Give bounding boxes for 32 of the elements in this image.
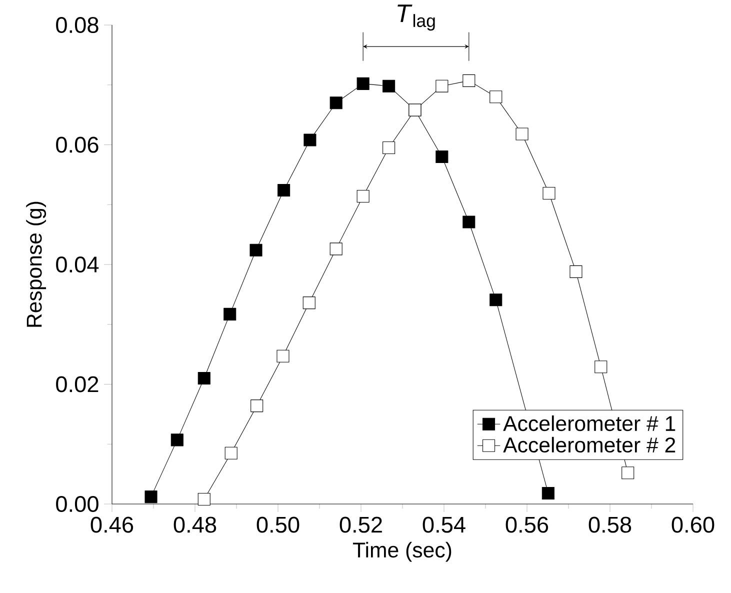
- x-tick-label: 0.46: [90, 516, 134, 533]
- x-axis-title: Time (sec): [353, 542, 452, 562]
- point: [436, 150, 448, 163]
- point: [278, 184, 290, 197]
- point: [330, 96, 342, 110]
- x-tick-label: 0.52: [340, 516, 382, 533]
- y-tick-label: 0.00: [56, 496, 98, 512]
- y-tick-label: 0.02: [56, 376, 98, 392]
- point: [356, 77, 370, 90]
- point: [144, 490, 158, 504]
- y-axis-title: Response (g): [26, 202, 46, 327]
- y-tick-label: 0.08: [56, 16, 98, 34]
- x-tick-label: 0.50: [256, 516, 300, 533]
- y-tick-label: 0.04: [56, 256, 99, 273]
- point: [224, 308, 236, 320]
- point: [462, 216, 476, 228]
- point: [170, 434, 184, 446]
- legend-label: Accelerometer # 1: [503, 415, 676, 432]
- point: [304, 134, 316, 146]
- point: [382, 80, 396, 92]
- x-tick-label: 0.48: [174, 516, 216, 533]
- y-tick-label: 0.06: [56, 136, 98, 153]
- annotation: T$_{lag}$: [398, 4, 435, 31]
- point: [490, 294, 502, 306]
- x-tick-label: 0.60: [672, 516, 714, 533]
- point: [542, 486, 554, 500]
- x-tick-label: 0.56: [506, 516, 548, 533]
- point: [198, 372, 210, 385]
- x-tick-label: 0.58: [588, 516, 632, 533]
- x-tick-label: 0.54: [422, 516, 466, 533]
- legend-label: Accelerometer # 2: [503, 436, 676, 453]
- point: [250, 244, 262, 256]
